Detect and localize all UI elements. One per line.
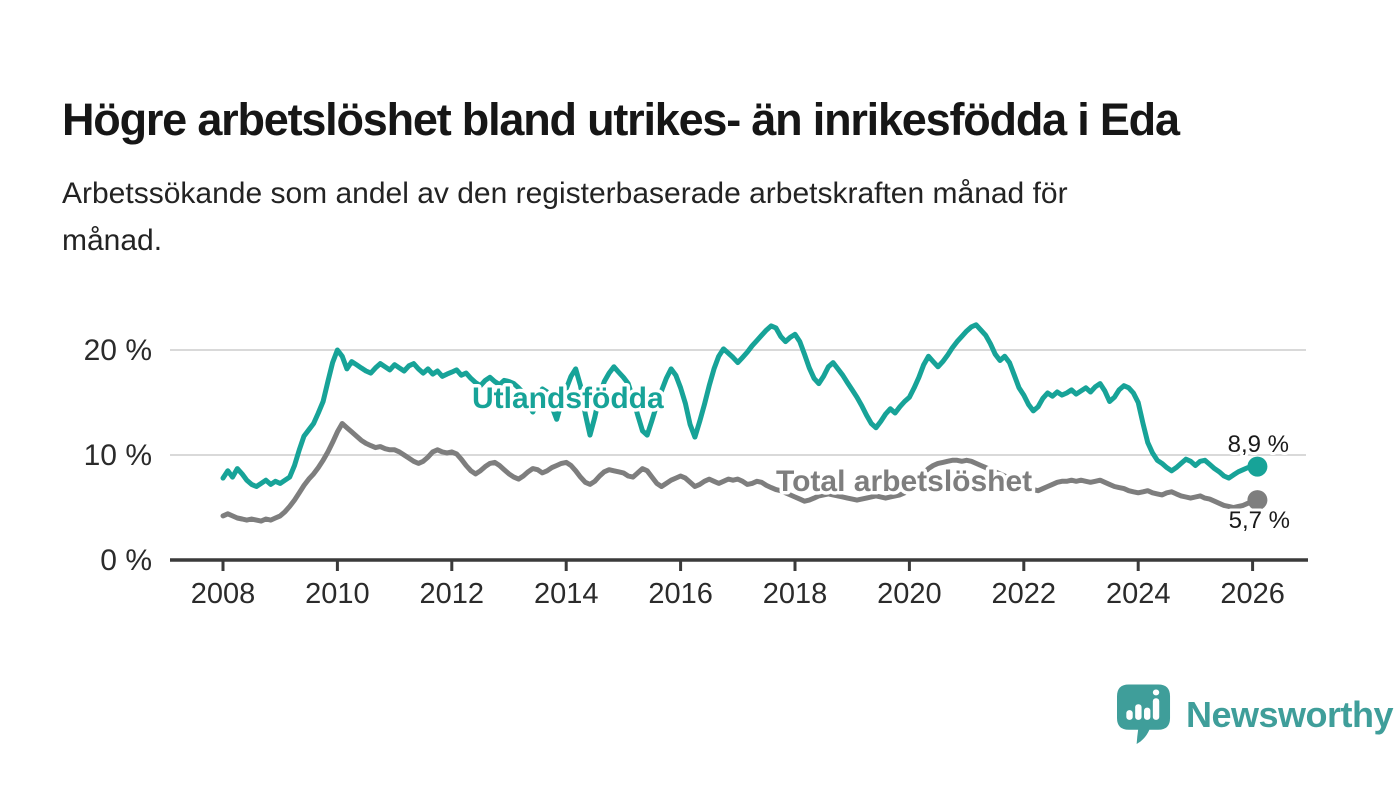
chart-subtitle: Arbetssökande som andel av den registerb… — [62, 170, 1312, 264]
newsworthy-logo-icon — [1117, 684, 1171, 744]
brand-name: Newsworthy — [1186, 694, 1394, 735]
series-end-dot-utlandsfodda — [1247, 456, 1268, 477]
series-line-total — [220, 421, 1260, 524]
logo-bar-1 — [1126, 710, 1133, 720]
x-tick-label-2008: 2008 — [191, 578, 256, 610]
page-title: Högre arbetslöshet bland utrikes- än inr… — [62, 94, 1180, 146]
series-end-dot-total — [1247, 490, 1268, 511]
logo-bar-2 — [1135, 704, 1142, 720]
logo-bubble-shape — [1117, 684, 1171, 744]
end-value-label-utlandsfodda: 8,9 % — [1228, 431, 1289, 458]
x-tick-label-2010: 2010 — [305, 578, 370, 610]
end-value-label-total: 5,7 % — [1229, 507, 1290, 534]
logo-exclamation-bar — [1152, 698, 1160, 720]
newsworthy-logo: Newsworthy — [1117, 684, 1394, 746]
y-tick-label-10: 10 % — [84, 439, 152, 472]
x-tick-label-2026: 2026 — [1220, 578, 1285, 610]
x-tick-label-2012: 2012 — [420, 578, 485, 610]
x-tick-label-2022: 2022 — [992, 578, 1057, 610]
series-label-total: Total arbetslöshet — [776, 465, 1032, 498]
subtitle-line-1: Arbetssökande som andel av den registerb… — [62, 177, 1068, 210]
series-label-utlandsfodda: Utlandsfödda — [472, 382, 664, 415]
series-line-utlandsfodda — [220, 322, 1260, 489]
x-tick-label-2014: 2014 — [534, 578, 599, 610]
subtitle-line-2: månad. — [62, 224, 163, 257]
y-tick-label-0: 0 % — [100, 544, 152, 577]
x-tick-label-2016: 2016 — [648, 578, 713, 610]
logo-bar-3 — [1144, 707, 1151, 720]
logo-exclamation-dot — [1152, 689, 1160, 696]
x-tick-label-2020: 2020 — [877, 578, 942, 610]
x-tick-label-2024: 2024 — [1106, 578, 1171, 610]
y-tick-label-20: 20 % — [84, 334, 152, 367]
x-tick-label-2018: 2018 — [763, 578, 828, 610]
